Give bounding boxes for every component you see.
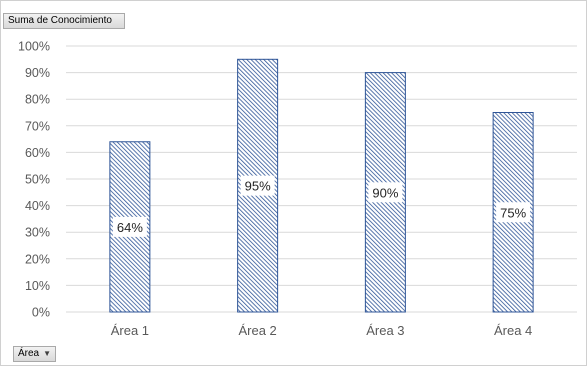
x-tick-label: Área 2 <box>238 323 276 338</box>
data-label-text: 90% <box>372 185 398 200</box>
data-label: 95% <box>240 175 275 196</box>
data-label-text: 95% <box>245 179 271 194</box>
axis-field-button[interactable]: Área ▼ <box>13 346 57 362</box>
x-axis-tick-labels: Área 1 Área 2 Área 3 Área 4 <box>111 323 533 338</box>
y-tick-label: 90% <box>25 66 50 80</box>
axis-field-label: Área <box>18 348 40 359</box>
bars <box>109 58 534 313</box>
data-label-box <box>240 175 275 196</box>
value-field-label: Suma de Conocimiento <box>8 15 112 26</box>
data-label: 64% <box>112 216 147 237</box>
data-label: 90% <box>368 182 403 203</box>
y-axis-tick-labels: 0% 10% 20% 30% 40% 50% 60% 70% 80% 90% 100% <box>18 40 50 320</box>
data-label-box <box>368 182 403 203</box>
gridlines <box>66 45 577 313</box>
y-tick-label: 0% <box>32 306 50 320</box>
data-label: 75% <box>496 202 531 223</box>
y-tick-label: 80% <box>25 93 50 107</box>
data-labels: 64% 95% 90% 75% <box>112 175 531 237</box>
y-tick-label: 10% <box>25 279 50 293</box>
x-tick-label: Área 3 <box>366 323 404 338</box>
data-label-box <box>496 202 531 223</box>
x-tick-label: Área 4 <box>494 323 532 338</box>
y-tick-label: 60% <box>25 146 50 160</box>
y-tick-label: 100% <box>18 40 50 54</box>
data-label-box <box>112 216 147 237</box>
chevron-down-icon[interactable]: ▼ <box>43 349 52 358</box>
y-tick-label: 20% <box>25 252 50 266</box>
y-tick-label: 50% <box>25 173 50 187</box>
value-field-button[interactable]: Suma de Conocimiento <box>3 13 125 29</box>
y-tick-label: 40% <box>25 199 50 213</box>
data-label-text: 75% <box>500 205 526 220</box>
data-label-text: 64% <box>117 220 143 235</box>
y-tick-label: 30% <box>25 226 50 240</box>
x-tick-label: Área 1 <box>111 323 149 338</box>
y-tick-label: 70% <box>25 119 50 133</box>
